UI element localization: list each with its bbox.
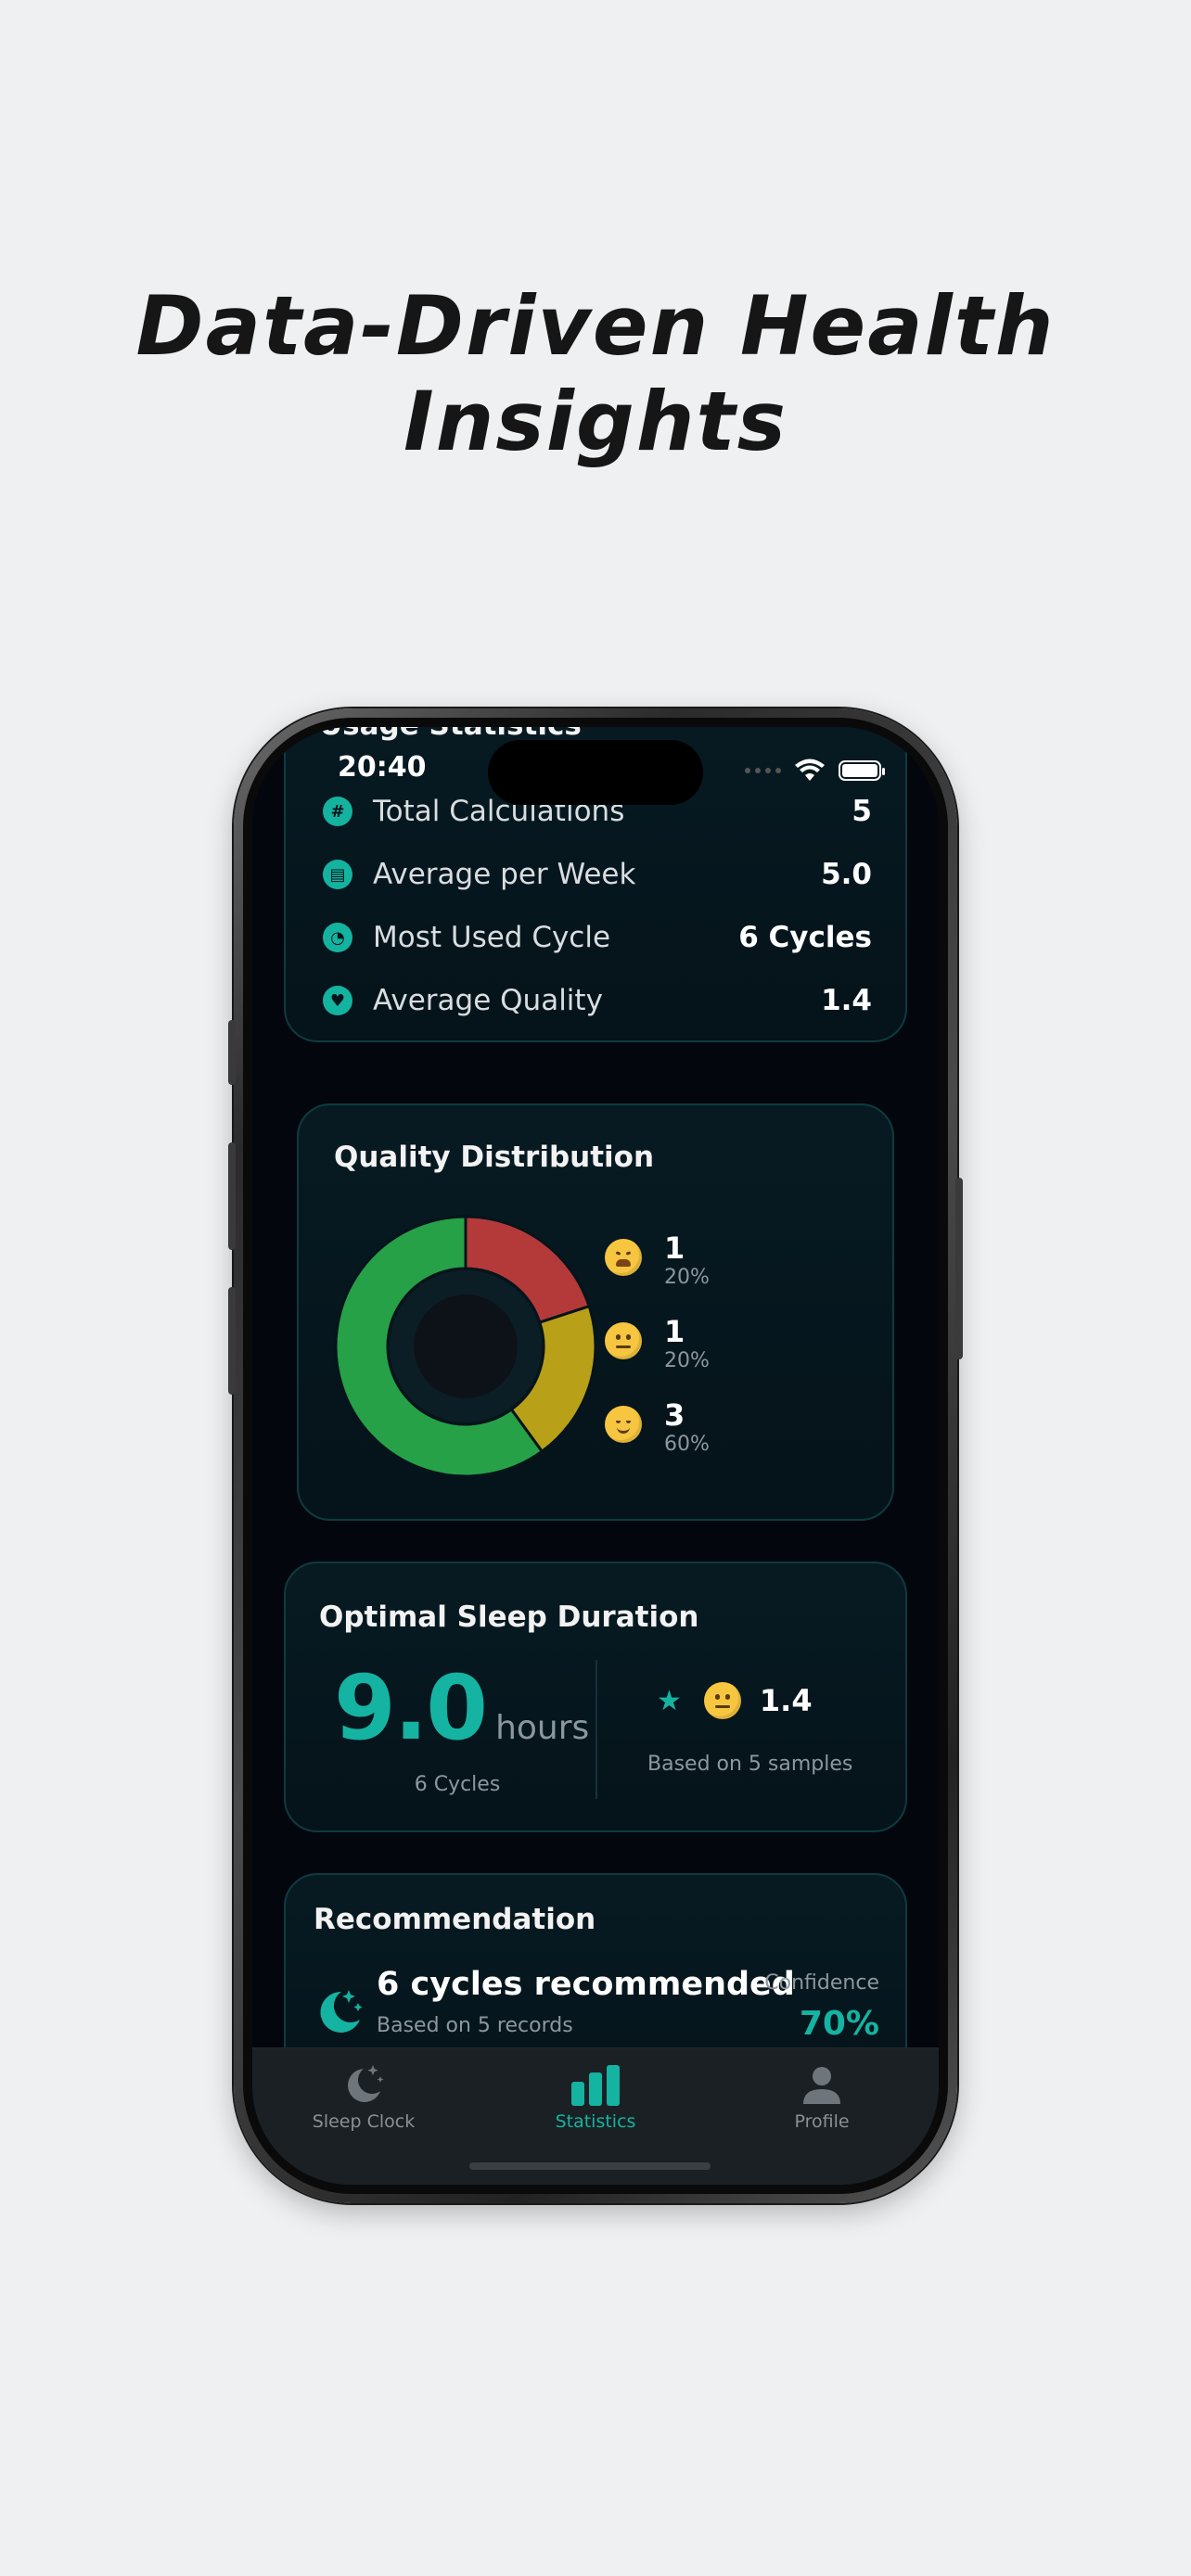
stat-value: 6 Cycles [738,921,872,954]
tab-profile[interactable]: Profile [729,2060,915,2132]
cycles-label: 6 Cycles [414,1773,501,1796]
stat-label: Average Quality [373,984,603,1017]
moon-stars-icon [348,2065,384,2102]
battery-icon [839,760,885,781]
relieved-face-icon [605,1406,642,1443]
legend-item-tired: 1 20% [605,1231,710,1291]
optimal-sleep-card: Optimal Sleep Duration 9.0 hours 6 Cycle… [284,1562,907,1832]
hours-value: 9.0 [334,1656,488,1760]
tab-label: Profile [794,2111,850,2132]
quality-title: Quality Distribution [334,1141,655,1174]
tab-statistics[interactable]: Statistics [503,2060,688,2132]
volume-down-button [228,1287,236,1395]
recommendation-text: 6 cycles recommended [377,1966,795,2003]
wifi-icon [795,759,825,781]
tab-sleep-clock[interactable]: Sleep Clock [271,2060,456,2132]
legend-percent: 60% [664,1433,710,1456]
status-indicators [745,759,885,783]
legend-item-calm: 3 60% [605,1398,710,1458]
usage-title: Usage Statistics [319,727,582,742]
app-screen: 20:40 Usage Statistics # Total Calculati… [252,727,939,2185]
donut-slice-calm [334,1215,544,1478]
heart-icon: ♥ [323,986,352,1015]
quality-distribution-card: Quality Distribution 1 20% 1 20% 3 60% [297,1103,894,1521]
stat-value: 1.4 [821,984,872,1017]
hours-unit: hours [495,1709,590,1747]
status-time: 20:40 [338,751,427,784]
optimal-title: Optimal Sleep Duration [319,1600,699,1634]
volume-up-button [228,1142,236,1250]
stat-row-most-used: ◔ Most Used Cycle 6 Cycles [323,914,872,961]
stat-label: Average per Week [373,858,636,891]
legend-percent: 20% [664,1266,710,1289]
stat-label: Most Used Cycle [373,921,611,954]
stat-row-total: # Total Calculations 5 [323,788,872,835]
home-indicator [469,2162,711,2170]
legend-item-neutral: 1 20% [605,1315,710,1374]
tab-bar: Sleep Clock Statistics Profile [252,2047,939,2185]
legend-count: 1 [664,1231,685,1266]
legend-count: 3 [664,1397,685,1433]
recommendation-title: Recommendation [314,1903,596,1936]
legend-count: 1 [664,1314,685,1349]
recommendation-sub: Based on 5 records [377,2014,573,2037]
power-button [955,1178,963,1359]
score-value: 1.4 [759,1683,813,1718]
confidence-value: 70% [799,2005,879,2043]
optimal-score: ★ 1.4 [657,1682,813,1719]
dynamic-island [488,740,703,805]
optimal-hours: 9.0 hours [334,1656,589,1760]
cellular-signal-icon [745,768,781,773]
tab-label: Statistics [555,2111,636,2132]
tab-label: Sleep Clock [312,2111,416,2132]
action-button [228,1020,236,1085]
calendar-icon: ▤ [323,860,352,889]
donut-hole [414,1294,518,1398]
neutral-face-icon [703,1682,741,1719]
divider [596,1660,597,1799]
legend-percent: 20% [664,1349,710,1372]
person-icon [803,2067,840,2104]
stat-row-quality: ♥ Average Quality 1.4 [323,977,872,1024]
neutral-face-icon [605,1322,642,1359]
usage-statistics-card: Usage Statistics # Total Calculations 5 … [284,727,907,1042]
stat-value: 5 [852,795,872,828]
hash-icon: # [323,797,352,826]
confidence-label: Confidence [764,1971,879,1995]
bar-chart-icon [571,2065,620,2106]
cycle-icon: ◔ [323,923,352,952]
tired-face-icon [605,1239,642,1276]
headline: Data-Driven Health Insights [135,278,1056,469]
quality-donut-chart [334,1215,597,1478]
samples-label: Based on 5 samples [647,1753,853,1776]
stat-row-average-week: ▤ Average per Week 5.0 [323,851,872,898]
moon-stars-icon [320,1990,363,2033]
stat-value: 5.0 [821,858,872,891]
star-icon: ★ [657,1684,682,1717]
